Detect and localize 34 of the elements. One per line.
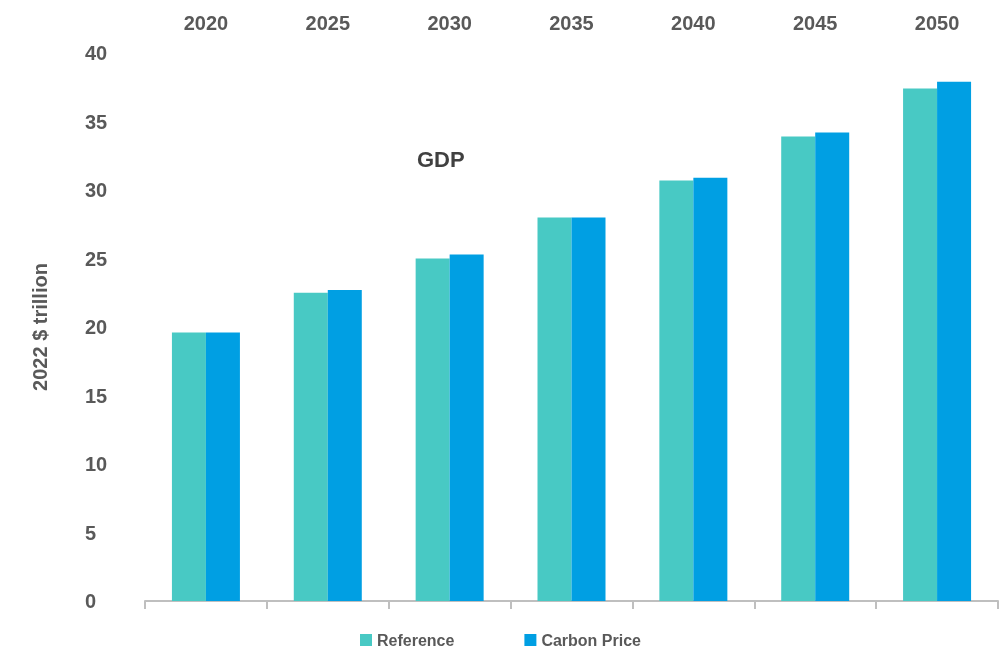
legend-label: Reference [377,631,455,649]
x-tick-label: 2025 [305,12,351,34]
y-tick-label: 0 [85,590,97,612]
bar [903,88,938,601]
bar [693,177,728,601]
bar [449,254,484,601]
bar [537,217,572,601]
x-tick-label: 2030 [427,12,472,34]
y-tick-label: 35 [85,110,108,133]
bar [937,81,972,601]
bar [571,217,606,601]
bar [781,136,816,601]
y-tick-label: 20 [85,316,108,338]
bar [659,180,694,601]
text: GDP [417,146,465,172]
bar [293,292,328,601]
bar [205,332,240,601]
x-tick-label: 2050 [914,12,960,34]
bar [327,290,362,601]
legend-label: Carbon Price [541,631,642,649]
y-tick-label: 5 [85,521,97,544]
x-tick-label: 2035 [549,12,594,34]
bar [415,258,450,601]
bar [171,332,206,601]
bar [815,132,850,601]
y-tick-label: 30 [85,179,108,201]
y-tick-label: 15 [85,384,108,407]
x-tick-label: 2040 [671,12,716,34]
y-axis-title: 2022 $ trillion [29,263,51,391]
y-tick-label: 25 [85,247,108,270]
x-tick-label: 2045 [792,12,838,34]
y-tick-label: 10 [85,453,108,475]
y-tick-label: 40 [85,42,108,64]
x-tick-label: 2020 [183,12,229,34]
